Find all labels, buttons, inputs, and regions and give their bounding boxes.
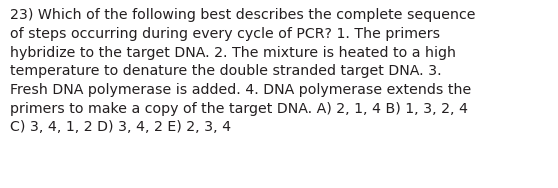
Text: 23) Which of the following best describes the complete sequence
of steps occurri: 23) Which of the following best describe… bbox=[10, 8, 475, 134]
